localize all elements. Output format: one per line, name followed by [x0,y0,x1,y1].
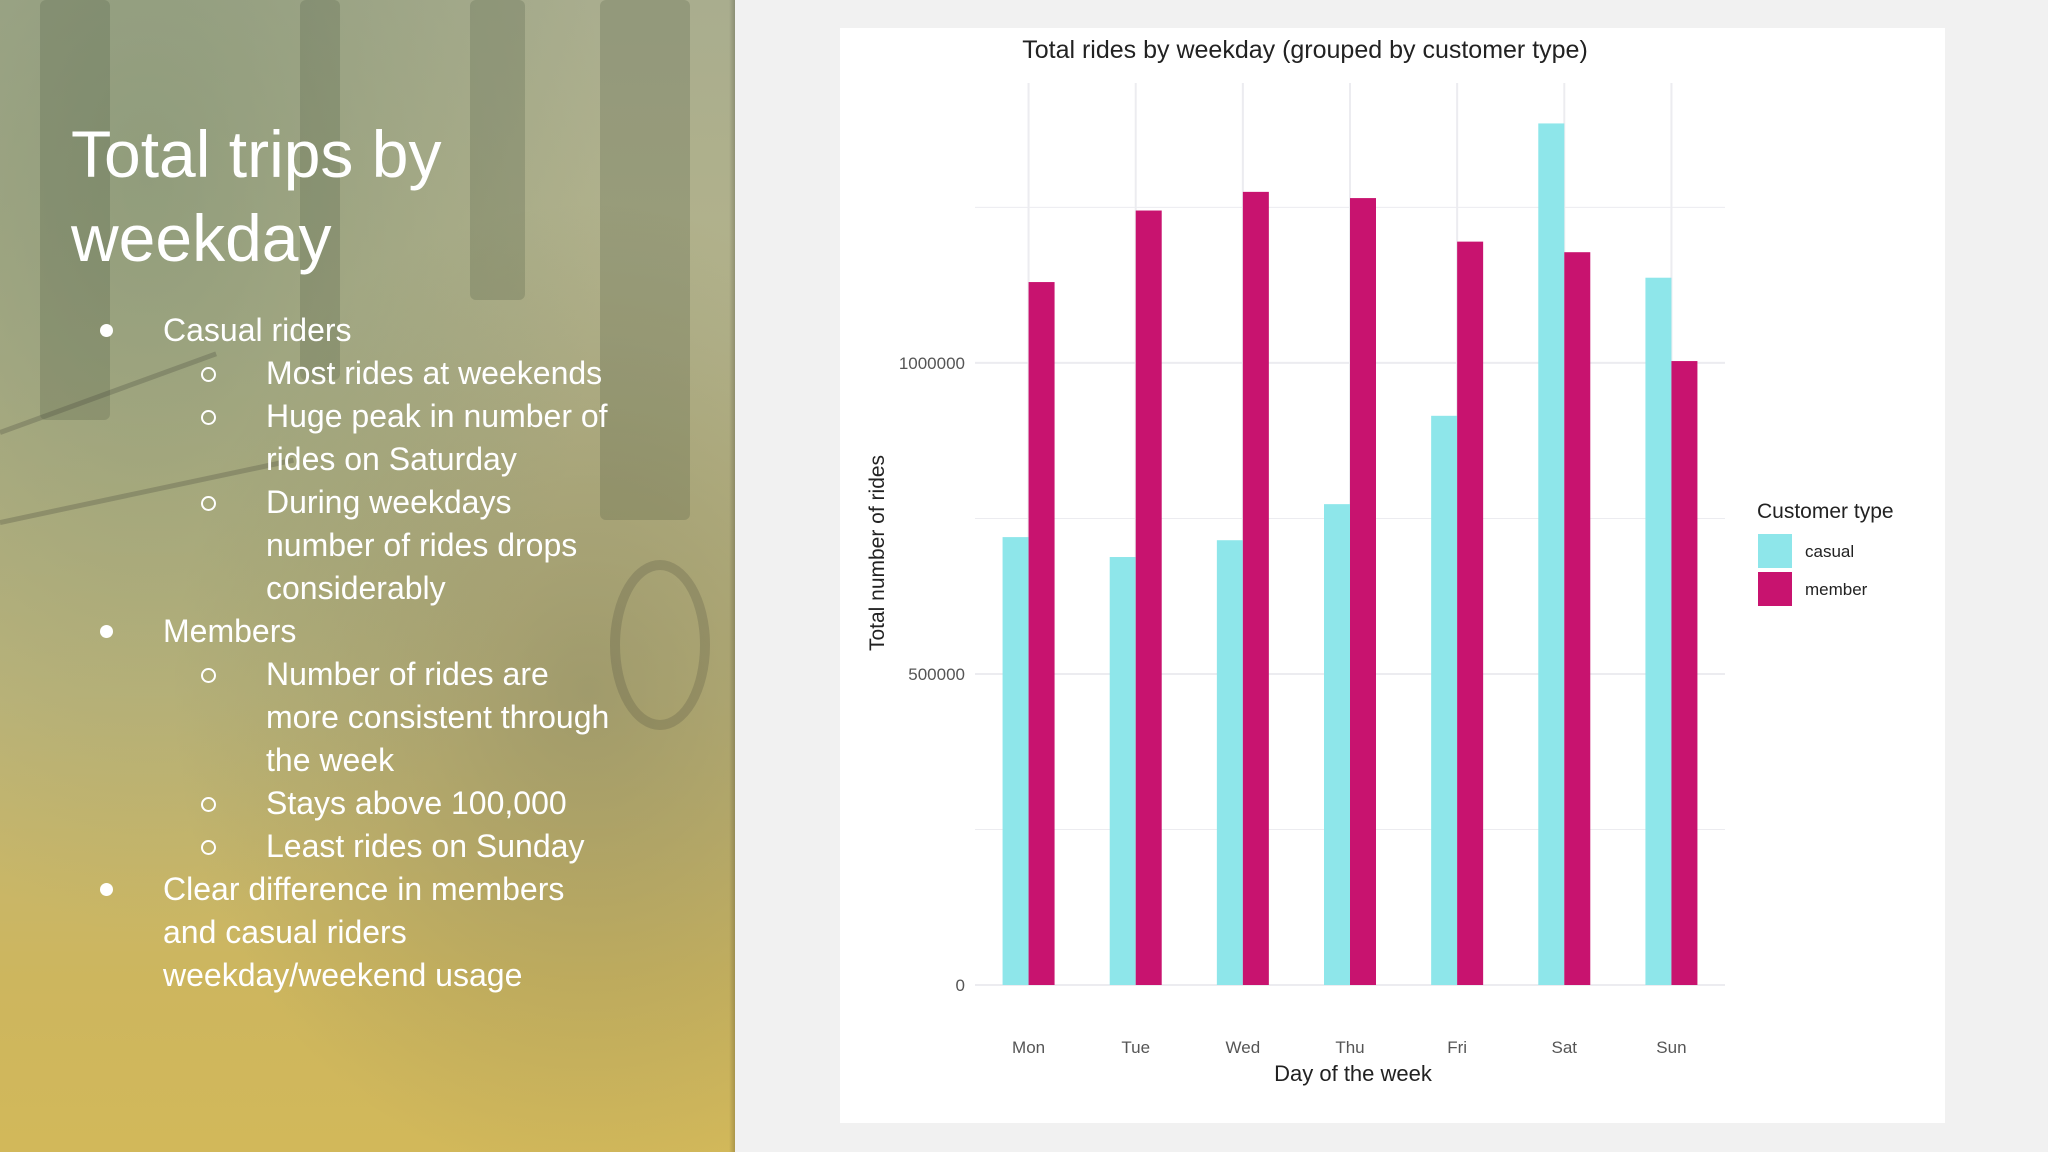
bar-member [1350,198,1376,985]
bullet-dot-icon [100,324,113,337]
x-axis-label: Day of the week [1274,1061,1433,1086]
bullet-ring-icon [201,797,216,812]
sub-bullet-text: number of rides drops [266,527,578,563]
bullet-ring-icon [201,367,216,382]
background-tree [300,0,340,380]
sub-bullet-text: Most rides at weekends [266,355,603,391]
bar-chart: 0 500000 1000000 Mon Tue Wed Thu Fri Sat Sun Total… [866,36,1894,1086]
x-tick-label: Sun [1656,1038,1686,1057]
bar-member [1457,241,1484,986]
bar-member [1564,252,1591,985]
sub-bullet-text: Least rides on Sunday [266,828,585,864]
legend-label-member: member [1805,580,1868,599]
legend-swatch-casual [1758,534,1792,568]
bullet-dot-icon [100,625,113,638]
bullet-ring-icon [201,840,216,855]
background-tree [600,0,690,520]
sub-bullet-text: the week [266,742,395,778]
slide-title: Total trips by weekday [71,117,442,275]
legend-swatch-member [1758,572,1792,606]
bullet-text: Clear difference in members [163,871,565,907]
sub-bullet-text: During weekdays [266,484,512,520]
bar-casual [1431,415,1458,985]
sub-bullet-text: rides on Saturday [266,441,517,477]
chart-title: Total rides by weekday (grouped by custo… [1022,36,1588,64]
chart-card: 0 500000 1000000 Mon Tue Wed Thu Fri Sat Sun Total… [840,28,1945,1123]
bullet-text: Members [163,613,297,649]
x-tick-label: Thu [1335,1038,1364,1057]
bullet-ring-icon [201,410,216,425]
bar-casual [1216,540,1243,985]
x-tick-label: Fri [1447,1038,1467,1057]
y-tick-label: 500000 [908,665,965,684]
x-tick-label: Wed [1226,1038,1261,1057]
bullet-text: weekday/weekend usage [163,957,523,993]
bar-casual [1002,537,1029,985]
bar-member [1242,191,1269,986]
background-tree [470,0,525,300]
y-tick-label: 0 [956,976,965,995]
bar-member [1671,361,1698,985]
x-tick-label: Sat [1552,1038,1578,1057]
sub-bullet-text: considerably [266,570,446,606]
bullet-text: Casual riders [163,312,352,348]
background-railing [0,457,294,525]
background-tree [40,0,110,420]
y-axis-label: Total number of rides [866,455,889,651]
bullet-text: and casual riders [163,914,407,950]
bar-casual [1109,557,1136,985]
bullet-dot-icon [100,883,113,896]
bullet-ring-icon [201,668,216,683]
sub-bullet-text: Huge peak in number of [266,398,608,434]
bar-casual [1324,504,1350,985]
sub-bullet-text: Stays above 100,000 [266,785,567,821]
legend-label-casual: casual [1805,542,1854,561]
bar-member [1135,210,1162,985]
x-tick-label: Tue [1121,1038,1150,1057]
slide-text-panel: Total trips by weekday Casual riders Most… [0,0,735,1152]
bullet-ring-icon [201,496,216,511]
bar-casual [1538,123,1565,985]
sub-bullet-text: more consistent through [266,699,610,735]
bar-casual [1645,277,1672,985]
background-bicycle-wheel [610,560,710,730]
y-tick-label: 1000000 [899,354,965,373]
bar-member [1028,282,1055,985]
legend-title: Customer type [1757,500,1894,523]
x-tick-label: Mon [1012,1038,1045,1057]
sub-bullet-text: Number of rides are [266,656,549,692]
